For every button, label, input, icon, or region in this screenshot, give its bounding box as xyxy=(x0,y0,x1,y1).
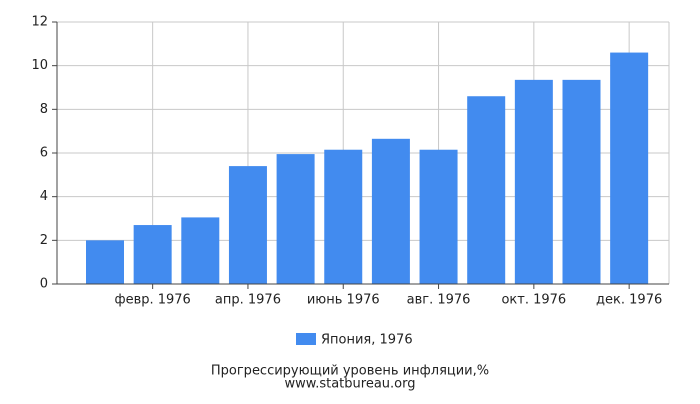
y-tick-label: 10 xyxy=(31,58,48,73)
y-tick-label: 12 xyxy=(31,15,48,30)
y-tick-label: 8 xyxy=(40,102,48,117)
legend-label: Япония, 1976 xyxy=(321,333,413,348)
bar xyxy=(324,149,363,284)
x-tick-label: апр. 1976 xyxy=(215,293,281,308)
legend-swatch xyxy=(296,333,316,345)
x-tick-label: июнь 1976 xyxy=(307,293,380,308)
x-tick-label: дек. 1976 xyxy=(596,293,662,308)
x-tick-label: авг. 1976 xyxy=(407,293,471,308)
chart-title: Прогрессирующий уровень инфляции,% xyxy=(211,364,489,379)
bar xyxy=(228,166,267,284)
y-tick-label: 2 xyxy=(40,233,48,248)
y-tick-label: 0 xyxy=(40,277,48,292)
bar xyxy=(610,52,649,284)
bar xyxy=(419,149,458,284)
bar xyxy=(276,154,315,284)
bar xyxy=(514,79,553,284)
bar xyxy=(371,138,410,284)
bar xyxy=(467,96,506,284)
bar xyxy=(86,240,124,284)
bar xyxy=(562,79,601,284)
x-tick-label: февр. 1976 xyxy=(114,293,190,308)
chart-subtitle: www.statbureau.org xyxy=(285,377,416,392)
y-tick-label: 6 xyxy=(40,146,48,161)
y-tick-label: 4 xyxy=(40,189,48,204)
bar xyxy=(181,217,220,284)
bar xyxy=(133,225,172,284)
x-tick-label: окт. 1976 xyxy=(501,293,566,308)
